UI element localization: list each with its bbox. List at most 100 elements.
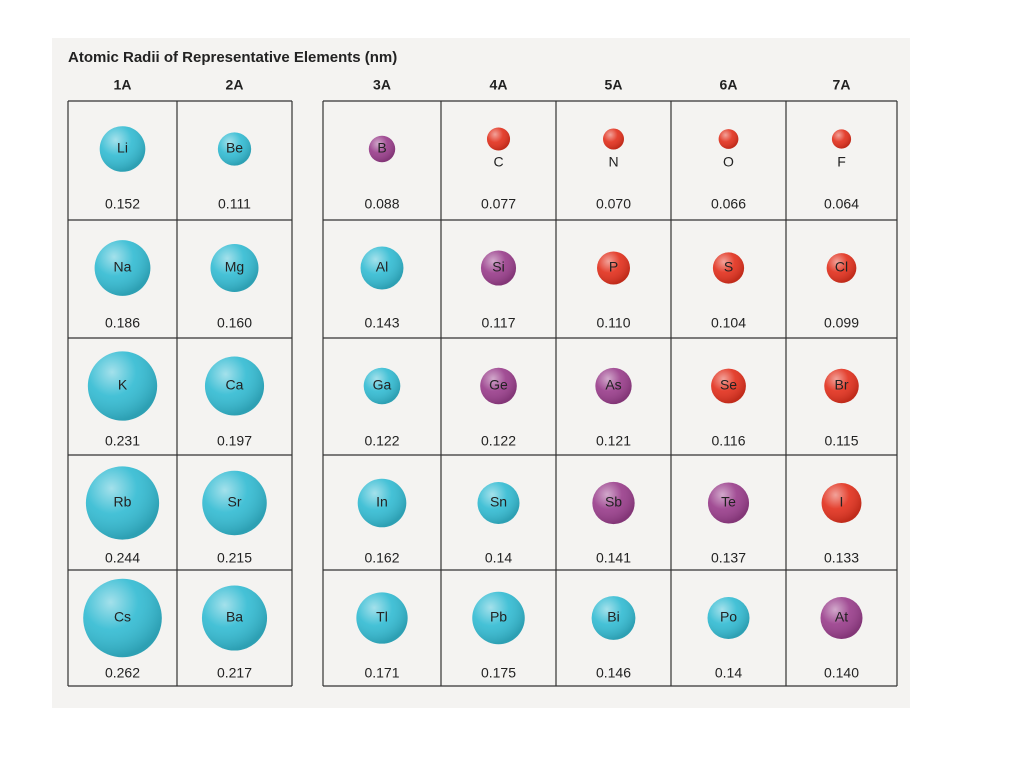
atomic-radius: 0.244: [105, 550, 140, 566]
atom-shine: [356, 592, 408, 644]
element-symbol: Te: [721, 494, 736, 510]
element-symbol: Sn: [490, 494, 507, 510]
atom-shine: [486, 127, 511, 151]
atom-shine: [718, 129, 739, 149]
atomic-radius: 0.175: [481, 665, 516, 681]
atomic-radius: 0.197: [217, 433, 252, 449]
atom-shine: [363, 367, 401, 405]
atom-shine: [477, 482, 520, 524]
element-symbol: At: [835, 609, 848, 625]
group-label: 1A: [114, 77, 132, 93]
atomic-radius: 0.162: [364, 550, 399, 566]
element-symbol: O: [723, 154, 734, 170]
element-symbol: Br: [835, 377, 849, 393]
element-symbol: N: [608, 154, 618, 170]
atomic-radius: 0.115: [825, 433, 859, 449]
element-symbol: F: [837, 154, 846, 170]
atomic-radius: 0.116: [712, 433, 746, 449]
element-symbol: Cl: [835, 259, 848, 275]
atom-shine: [592, 481, 635, 525]
atomic-radius: 0.137: [711, 550, 746, 566]
atom-shine: [603, 128, 624, 150]
atomic-radius: 0.066: [711, 196, 746, 212]
atom-shine: [217, 132, 252, 166]
figure-title: Atomic Radii of Representative Elements …: [68, 49, 397, 66]
atom-shine: [712, 252, 745, 284]
atomic-radius: 0.140: [824, 665, 859, 681]
atom-shine: [87, 351, 158, 421]
atomic-radius: 0.143: [364, 315, 399, 331]
atom-shine: [204, 356, 265, 416]
element-symbol: Ga: [373, 377, 392, 393]
group-label: 7A: [833, 77, 851, 93]
atomic-radius: 0.14: [715, 665, 742, 681]
atomic-radius: 0.152: [105, 196, 140, 212]
group-label: 3A: [373, 77, 391, 93]
atom-shine: [99, 126, 146, 172]
atomic-radius: 0.070: [596, 196, 631, 212]
atom-shine: [201, 585, 268, 651]
atomic-radius: 0.122: [364, 433, 399, 449]
group-label: 2A: [226, 77, 244, 93]
atom-shine: [824, 368, 859, 404]
atomic-radius: 0.217: [217, 665, 252, 681]
element-symbol: As: [605, 377, 621, 393]
atom-shine: [357, 478, 407, 528]
element-symbol: In: [376, 494, 388, 510]
atomic-radius: 0.160: [217, 315, 252, 331]
element-symbol: Ge: [489, 377, 508, 393]
element-symbol: Si: [492, 259, 504, 275]
group-label: 4A: [490, 77, 508, 93]
element-symbol: Pb: [490, 609, 507, 625]
element-symbol: P: [609, 259, 618, 275]
atomic-radius: 0.171: [364, 665, 399, 681]
atomic-radius: 0.117: [482, 315, 516, 331]
atom-shine: [480, 250, 517, 286]
atom-shine: [821, 483, 862, 523]
atom-shine: [210, 244, 259, 292]
atomic-radius: 0.104: [711, 315, 746, 331]
atomic-radius: 0.064: [824, 196, 859, 212]
atomic-radius: 0.231: [105, 433, 140, 449]
atom-shine: [826, 253, 857, 283]
atomic-radius: 0.133: [824, 550, 859, 566]
element-symbol: Li: [117, 140, 128, 156]
element-symbol: Sb: [605, 494, 622, 510]
scan-background: [52, 38, 910, 708]
atom-shine: [831, 129, 852, 149]
atom-shine: [591, 596, 636, 640]
atomic-radius: 0.077: [481, 196, 516, 212]
atom-shine: [94, 240, 151, 296]
element-symbol: S: [724, 259, 733, 275]
atom-shine: [820, 597, 863, 639]
atomic-radius: 0.146: [596, 665, 631, 681]
atom-shine: [707, 482, 750, 524]
group-label: 5A: [605, 77, 623, 93]
atomic-radius: 0.215: [217, 550, 252, 566]
element-symbol: Mg: [225, 259, 244, 275]
atom-shine: [480, 367, 517, 405]
atom-shine: [597, 251, 630, 285]
element-symbol: Sr: [228, 494, 242, 510]
atom-shine: [711, 368, 746, 404]
element-symbol: Ca: [226, 377, 244, 393]
element-symbol: Se: [720, 377, 737, 393]
atomic-radius: 0.262: [105, 665, 140, 681]
atomic-radius: 0.121: [596, 433, 631, 449]
atomic-radius: 0.110: [597, 315, 631, 331]
element-symbol: C: [493, 154, 503, 170]
element-symbol: Na: [114, 259, 132, 275]
element-symbol: Bi: [607, 609, 619, 625]
atomic-radius: 0.141: [596, 550, 631, 566]
atomic-radius: 0.14: [485, 550, 512, 566]
atom-shine: [707, 597, 750, 639]
element-symbol: Tl: [376, 609, 388, 625]
element-symbol: Po: [720, 609, 737, 625]
atomic-radius: 0.088: [364, 196, 399, 212]
atomic-radius: 0.111: [218, 196, 251, 212]
element-symbol: I: [840, 494, 844, 510]
group-label: 6A: [720, 77, 738, 93]
atom-shine: [472, 591, 525, 645]
